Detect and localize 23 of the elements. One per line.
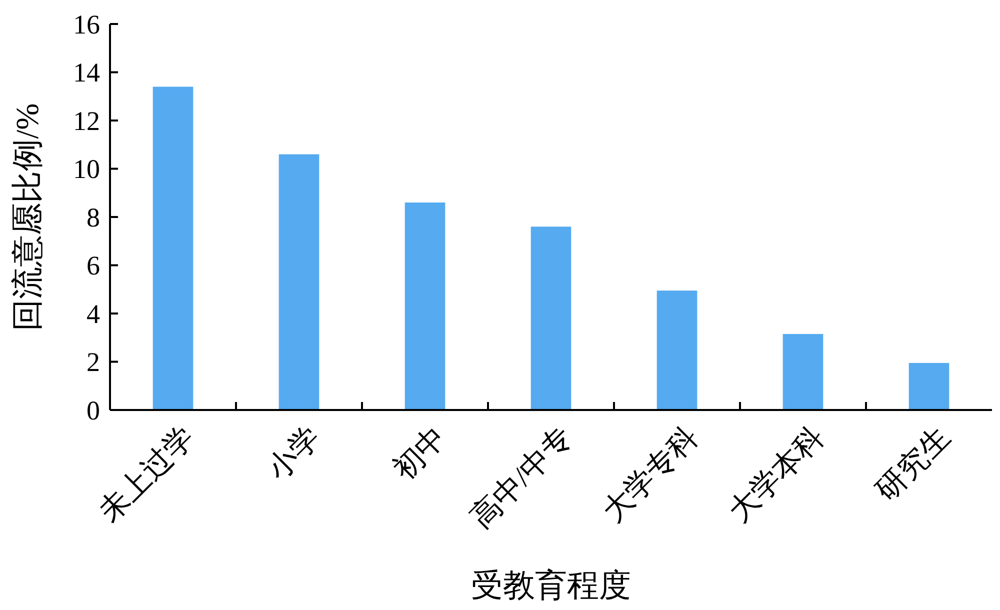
- y-tick-label: 6: [86, 250, 100, 281]
- y-tick-label: 16: [73, 9, 100, 40]
- bar: [404, 202, 446, 410]
- y-tick-label: 8: [86, 202, 100, 232]
- x-tick-label: 小学: [261, 420, 327, 486]
- x-tick-label: 大学专科: [596, 420, 705, 529]
- bar: [782, 334, 824, 410]
- y-tick-label: 10: [73, 154, 100, 184]
- y-tick-label: 4: [86, 298, 100, 329]
- x-tick-label: 研究生: [870, 420, 957, 508]
- x-axis-title: 受教育程度: [471, 567, 631, 603]
- x-tick-label: 高中/中专: [464, 420, 579, 535]
- x-tick-label: 初中: [387, 420, 453, 486]
- y-tick-label: 2: [86, 347, 100, 378]
- y-tick-label: 14: [73, 58, 100, 88]
- y-axis-title: 回流意愿比例/%: [9, 103, 45, 331]
- bar: [908, 362, 950, 410]
- bar: [152, 86, 194, 410]
- bar: [278, 154, 320, 410]
- y-tick-label: 12: [73, 106, 100, 136]
- bar: [656, 290, 698, 410]
- bar: [530, 226, 572, 410]
- x-tick-label: 大学本科: [722, 420, 831, 529]
